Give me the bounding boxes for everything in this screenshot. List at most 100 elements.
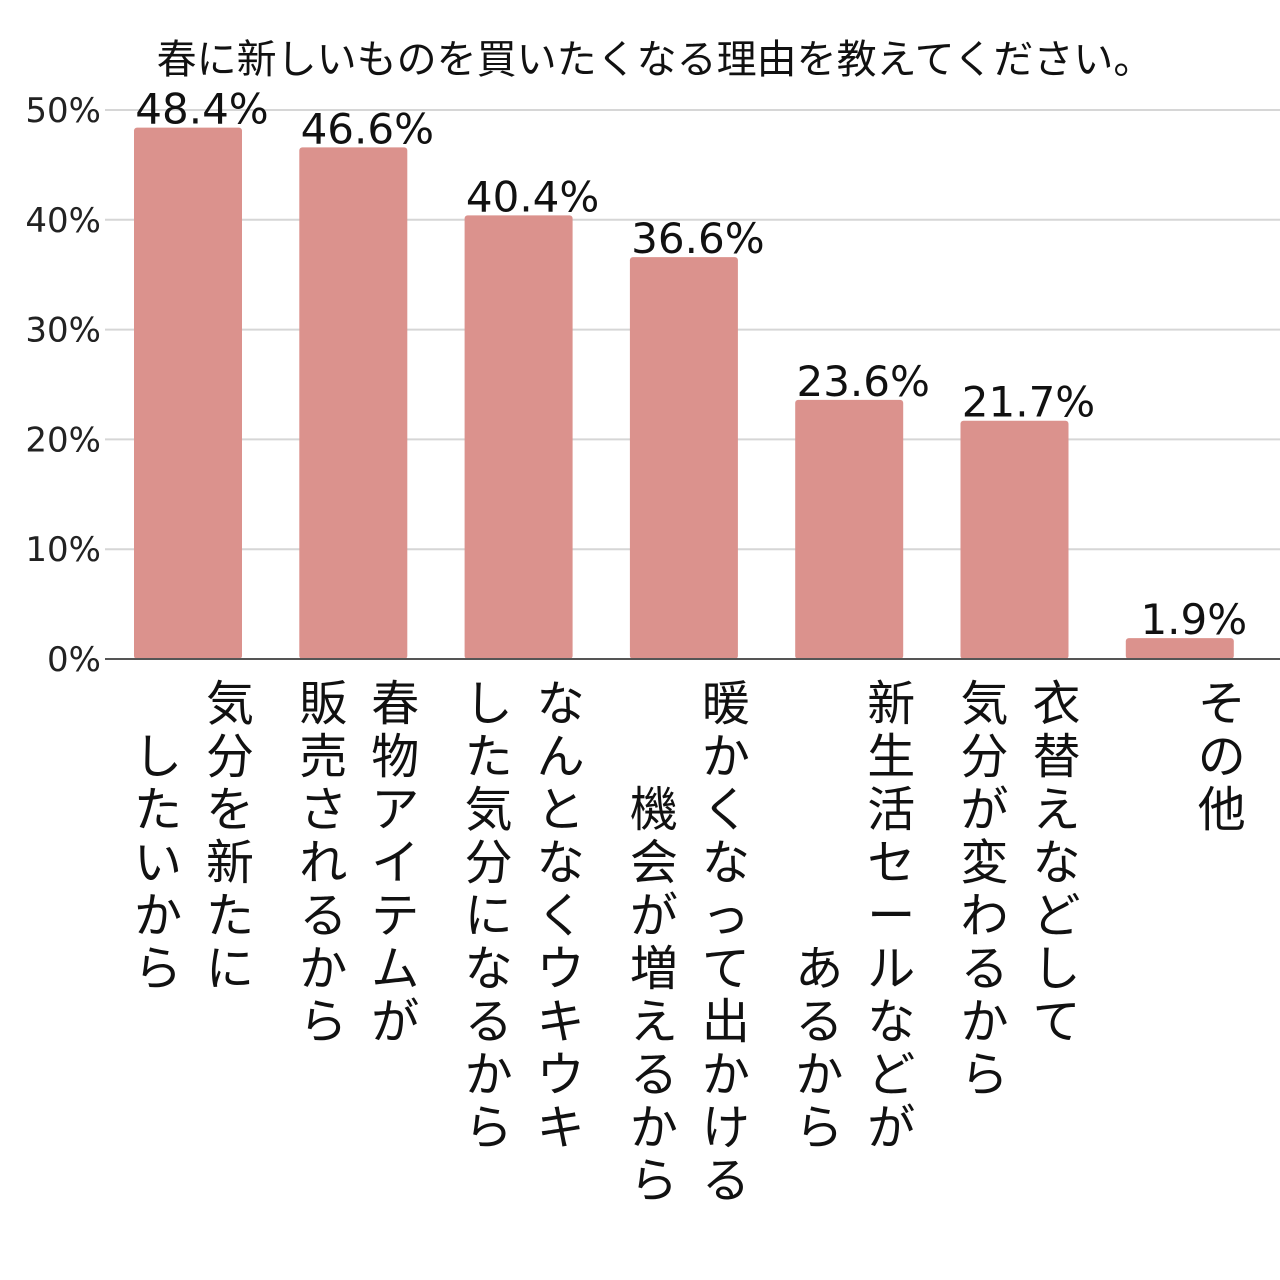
value-label: 23.6% <box>796 357 929 406</box>
value-label: 40.4% <box>466 172 599 221</box>
category-char: る <box>630 1047 678 1103</box>
category-char: 機 <box>630 782 678 838</box>
chart-title: 春に新しいものを買いたくなる理由を教えてください。 <box>157 37 1154 83</box>
category-char: て <box>702 941 750 997</box>
category-char: く <box>702 782 750 838</box>
category-char: ん <box>537 729 585 785</box>
value-label: 36.6% <box>631 214 764 263</box>
category-char: 増 <box>630 941 678 997</box>
category-char: ウ <box>537 941 585 997</box>
bar <box>1125 638 1234 659</box>
category-char: け <box>702 1100 750 1156</box>
category-char: が <box>371 994 419 1050</box>
category-char: 出 <box>702 994 750 1050</box>
category-char: ら <box>465 1100 513 1156</box>
bar <box>960 420 1069 659</box>
category-char: か <box>795 1047 843 1103</box>
category-char: っ <box>702 888 750 944</box>
category-char: 春 <box>371 676 419 732</box>
category-char: を <box>206 782 254 838</box>
category-char: 新 <box>867 676 915 732</box>
value-labels: 48.4% 46.6% 40.4% 36.6% 23.6% 21.7% 1.9% <box>135 85 1247 645</box>
category-char: か <box>702 1047 750 1103</box>
category-char: キ <box>537 1100 585 1156</box>
bar <box>795 399 904 659</box>
category-char: 他 <box>1198 782 1246 838</box>
category-char: な <box>465 941 513 997</box>
category-char: が <box>630 888 678 944</box>
category-labels: 気分を新たにしたいから春物アイテムが販売されるからなんとなくウキウキした気分にな… <box>134 676 1246 1209</box>
y-tick-label: 40% <box>25 201 101 241</box>
bar <box>464 215 573 659</box>
category-char: ど <box>1032 888 1080 944</box>
category-char: さ <box>299 782 347 838</box>
category-char: な <box>537 676 585 732</box>
category-char: か <box>960 994 1008 1050</box>
category-char: 売 <box>299 729 347 785</box>
category-char: 気 <box>465 782 513 838</box>
category-char: し <box>1032 941 1080 997</box>
category-char: ム <box>371 941 419 997</box>
category-char: 物 <box>371 729 419 785</box>
category-char: か <box>134 888 182 944</box>
category-char: な <box>702 835 750 891</box>
category-char: た <box>206 888 254 944</box>
category-char: ル <box>867 941 915 997</box>
category-char: い <box>134 835 182 891</box>
value-label: 48.4% <box>135 85 268 134</box>
category-char: な <box>867 994 915 1050</box>
category-char: る <box>465 994 513 1050</box>
category-char: 変 <box>960 835 1008 891</box>
category-char: 気 <box>960 676 1008 732</box>
category-char: な <box>537 835 585 891</box>
category-char: と <box>537 782 585 838</box>
category-char: ら <box>299 994 347 1050</box>
category-char: あ <box>795 941 843 997</box>
category-char: か <box>299 941 347 997</box>
category-char: し <box>134 729 182 785</box>
value-label: 1.9% <box>1140 595 1247 644</box>
category-char: 分 <box>465 835 513 891</box>
value-label: 46.6% <box>301 104 434 153</box>
category-char: キ <box>537 994 585 1050</box>
bars <box>134 127 1234 660</box>
category-char: 生 <box>867 729 915 785</box>
category-char: な <box>1032 835 1080 891</box>
y-tick-label: 50% <box>25 91 101 131</box>
category-char: か <box>702 729 750 785</box>
category-char: る <box>702 1153 750 1209</box>
y-tick-label: 30% <box>25 311 101 351</box>
category-char: た <box>134 782 182 838</box>
category-char: 販 <box>299 676 347 732</box>
category-char: れ <box>299 835 347 891</box>
category-char: 暖 <box>702 676 750 732</box>
category-char: 分 <box>960 729 1008 785</box>
category-char: て <box>1032 994 1080 1050</box>
category-char: に <box>206 941 254 997</box>
category-char: ら <box>960 1047 1008 1103</box>
category-char: え <box>1032 782 1080 838</box>
category-char: ら <box>795 1100 843 1156</box>
category-char: 新 <box>206 835 254 891</box>
category-char: が <box>867 1100 915 1156</box>
category-char: し <box>465 676 513 732</box>
category-char: か <box>465 1047 513 1103</box>
category-char: え <box>630 994 678 1050</box>
category-char: ら <box>630 1153 678 1209</box>
category-char: 分 <box>206 729 254 785</box>
category-char: 衣 <box>1032 676 1080 732</box>
category-char: セ <box>867 835 915 891</box>
category-char: 気 <box>206 676 254 732</box>
category-char: に <box>465 888 513 944</box>
category-char: そ <box>1198 676 1246 732</box>
y-tick-label: 20% <box>25 420 101 460</box>
y-tick-label: 10% <box>25 530 101 570</box>
category-char: る <box>960 941 1008 997</box>
category-char: た <box>465 729 513 785</box>
